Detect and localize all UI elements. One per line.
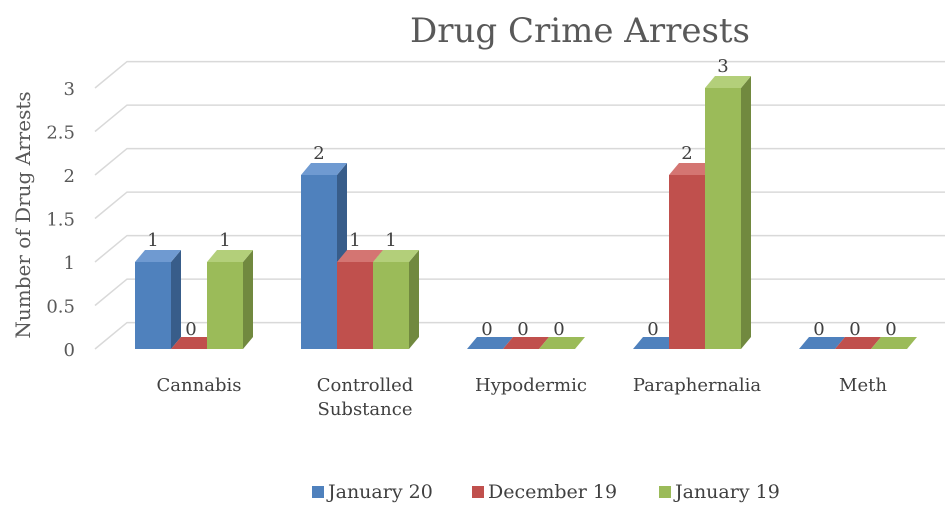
y-tick-label: 3 (64, 79, 75, 100)
bar-top (539, 337, 585, 349)
bar (171, 337, 217, 349)
data-label: 1 (385, 230, 396, 251)
bar (337, 250, 383, 349)
legend: January 20 December 19 January 19 (312, 481, 780, 503)
bar-top (503, 337, 549, 349)
data-label: 2 (681, 143, 692, 164)
bar-front (135, 262, 171, 349)
legend-swatch (472, 486, 484, 498)
gridline-6 (94, 60, 945, 89)
data-label: 0 (185, 319, 196, 340)
bar-top (373, 250, 419, 262)
y-axis-label: Number of Drug Arrests (11, 91, 35, 338)
data-label: 1 (349, 230, 360, 251)
bar-front (337, 262, 373, 349)
bar-top (467, 337, 513, 349)
bar-side (741, 76, 751, 349)
bar-top (669, 163, 715, 175)
bar-side (409, 250, 419, 349)
bar-top (301, 163, 347, 175)
bar-top (871, 337, 917, 349)
y-axis-ticks: 0 0.5 1 1.5 2 2.5 3 (46, 79, 75, 361)
data-label: 0 (553, 319, 564, 340)
bar (467, 337, 513, 349)
data-label: 1 (147, 230, 158, 251)
bar (799, 337, 845, 349)
bar-side (243, 250, 253, 349)
bar (207, 250, 253, 349)
category-label: Controlled Substance (317, 375, 414, 420)
bar (503, 337, 549, 349)
legend-swatch (312, 486, 324, 498)
bar-front (207, 262, 243, 349)
data-label: 0 (517, 319, 528, 340)
bar-top (799, 337, 845, 349)
gridline-4 (94, 147, 945, 176)
bar (705, 76, 751, 349)
bar (539, 337, 585, 349)
y-tick-label: 0 (64, 340, 75, 361)
bar-top (207, 250, 253, 262)
data-label: 1 (219, 230, 230, 251)
bar-front (373, 262, 409, 349)
y-tick-label: 1.5 (46, 210, 75, 231)
bar-front (669, 175, 705, 349)
gridlines (94, 60, 945, 350)
data-label: 0 (647, 319, 658, 340)
bar-front (301, 175, 337, 349)
bar-top (135, 250, 181, 262)
legend-item: December 19 (472, 481, 617, 503)
legend-item: January 19 (659, 481, 780, 503)
category-labels: Cannabis Controlled Substance Hypodermic Par… (157, 375, 888, 420)
category-label: Hypodermic (475, 375, 587, 396)
data-label: 0 (849, 319, 860, 340)
legend-label: January 19 (673, 481, 780, 503)
gridline-5 (94, 104, 945, 133)
chart-title: Drug Crime Arrests (410, 11, 750, 51)
legend-label: January 20 (326, 481, 433, 503)
bar (835, 337, 881, 349)
bar (135, 250, 181, 349)
y-tick-label: 0.5 (46, 297, 75, 318)
bar-top (835, 337, 881, 349)
y-tick-label: 2.5 (46, 123, 75, 144)
data-label: 0 (813, 319, 824, 340)
gridline-3 (94, 191, 945, 220)
bar-side (171, 250, 181, 349)
y-tick-label: 1 (64, 253, 75, 274)
bar-top (705, 76, 751, 88)
bar-top (633, 337, 679, 349)
category-label: Meth (839, 375, 887, 396)
data-label: 0 (885, 319, 896, 340)
bar-top (337, 250, 383, 262)
bar-top (171, 337, 217, 349)
data-labels: 1 0 1 2 1 1 0 0 0 0 2 3 0 0 0 (147, 56, 896, 340)
y-tick-label: 2 (64, 166, 75, 187)
bar-front (705, 88, 741, 349)
category-label: Paraphernalia (633, 375, 762, 396)
data-label: 3 (717, 56, 728, 77)
legend-label: December 19 (488, 481, 617, 503)
legend-item: January 20 (312, 481, 433, 503)
data-label: 2 (313, 143, 324, 164)
bar (871, 337, 917, 349)
data-label: 0 (481, 319, 492, 340)
bar (373, 250, 419, 349)
bar (633, 337, 679, 349)
legend-swatch (659, 486, 671, 498)
bars (135, 76, 917, 349)
category-label: Cannabis (157, 375, 242, 396)
